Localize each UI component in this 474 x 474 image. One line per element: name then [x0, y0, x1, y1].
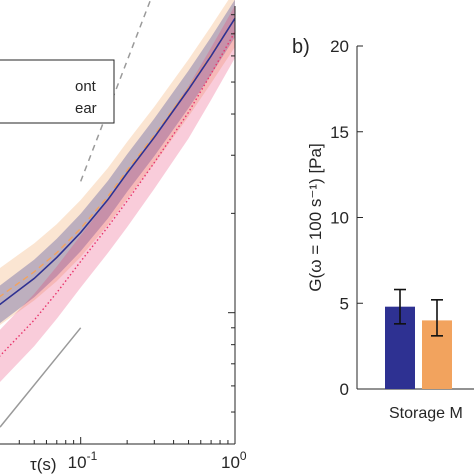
panel-a-axes: 10-1 100 τ(s) [0, 6, 247, 474]
series-band-3 [0, 5, 235, 382]
legend-entry-1: ont [75, 78, 97, 95]
series-band-2 [0, 0, 235, 324]
legend: ont ear [0, 59, 115, 124]
series-band-1 [0, 0, 235, 325]
y-tick-label: 15 [330, 123, 349, 142]
y-tick-label: 0 [340, 380, 349, 399]
series-lines [0, 17, 236, 357]
panel-a-line-chart: 10-1 100 τ(s) ont ear [0, 0, 247, 474]
y-tick-label: 20 [330, 37, 349, 56]
y-axis-label: G(ω = 100 s⁻¹) [Pa] [306, 143, 325, 291]
legend-box [0, 59, 115, 124]
x-tick-label: 100 [221, 449, 247, 472]
y-tick-label: 5 [340, 294, 349, 313]
reference-line-1 [79, 0, 152, 182]
panel-b-label: b) [292, 36, 310, 58]
panel-b-bar-chart: b) 0 5 10 15 20 G(ω = 100 s⁻¹) [Pa] Storage M [292, 36, 474, 422]
panel-b-axes: 0 5 10 15 20 G(ω = 100 s⁻¹) [Pa] Storage M [306, 37, 474, 422]
bars [385, 288, 452, 389]
series-line-3 [0, 31, 236, 357]
reference-line-2 [0, 327, 82, 428]
x-tick-label: 10-1 [68, 449, 98, 472]
y-tick-label: 10 [330, 209, 349, 228]
series-line-2 [0, 17, 236, 306]
confidence-bands [0, 0, 235, 382]
reference-lines [0, 0, 152, 428]
legend-entry-2: ear [75, 100, 97, 117]
x-axis-label: τ(s) [30, 455, 57, 474]
category-label: Storage M [389, 405, 463, 422]
